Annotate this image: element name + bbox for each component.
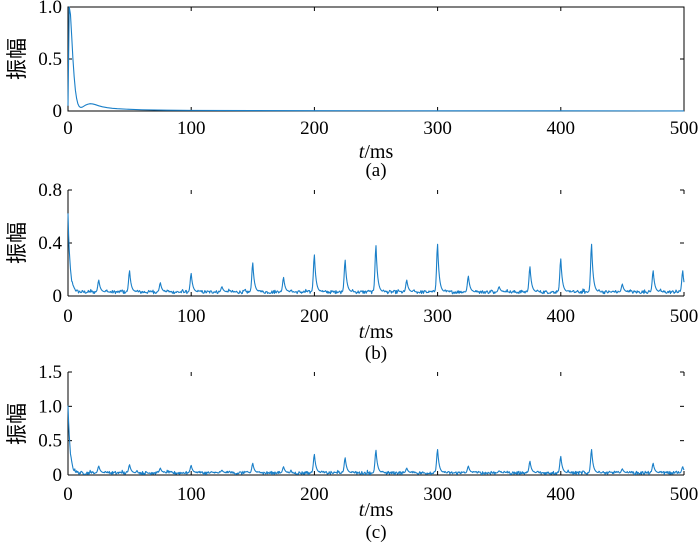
series-line-a	[67, 6, 685, 112]
x-tick-label-a: 300	[423, 118, 452, 139]
x-axis-label-b: t/ms	[359, 321, 394, 343]
series-line-c	[67, 405, 685, 476]
x-tick-label-c: 0	[63, 484, 73, 505]
x-tick-label-a: 400	[547, 118, 576, 139]
chart-panel-c: 0 100 200 300 400 500 0 0.5 1.0 1.5 振幅 t/ms (c)	[5, 362, 698, 543]
x-tick-label-b: 300	[423, 306, 452, 327]
y-tick-label-b: 0	[53, 286, 63, 307]
y-tick-label-c: 0	[53, 465, 63, 486]
x-tick-label-c: 200	[300, 484, 329, 505]
y-axis-label-b: 振幅	[5, 222, 29, 264]
chart-panel-b: 0 100 200 300 400 500 0 0.4 0.8 振幅 t/ms (b)	[5, 180, 698, 364]
y-tick-label-a: 0	[53, 101, 63, 122]
chart-panel-a: 0 100 200 300 400 500 0 0.5 1.0 振幅 t/ms (a)	[5, 0, 698, 181]
x-axis-label-a: t/ms	[359, 141, 394, 163]
x-tick-label-b: 0	[63, 306, 73, 327]
x-tick-label-b: 400	[547, 306, 576, 327]
series-line-b	[67, 213, 685, 295]
y-tick-label-c: 0.5	[38, 431, 62, 452]
tick-marks-b	[67, 189, 685, 297]
y-tick-labels-b: 0 0.4 0.8	[38, 180, 62, 307]
panel-label-c: (c)	[365, 522, 386, 543]
panel-label-a: (a)	[365, 160, 386, 181]
x-tick-label-a: 500	[670, 118, 699, 139]
x-tick-label-c: 300	[423, 484, 452, 505]
x-axis-label-c: t/ms	[359, 499, 394, 521]
tick-marks-a	[67, 6, 685, 112]
y-tick-label-c: 1.0	[38, 396, 62, 417]
tick-marks-c	[67, 371, 685, 476]
panel-label-b: (b)	[365, 343, 387, 364]
x-tick-label-b: 100	[177, 306, 206, 327]
x-tick-label-b: 500	[670, 306, 699, 327]
y-tick-label-b: 0.4	[38, 233, 62, 254]
y-axis-label-c: 振幅	[5, 403, 29, 445]
y-tick-label-a: 0.5	[38, 49, 62, 70]
y-tick-labels-a: 0 0.5 1.0	[38, 0, 62, 122]
x-tick-labels-c: 0 100 200 300 400 500	[63, 484, 698, 505]
x-tick-label-b: 200	[300, 306, 329, 327]
x-tick-labels-b: 0 100 200 300 400 500	[63, 306, 698, 327]
y-tick-label-a: 1.0	[38, 0, 62, 18]
y-axis-label-a: 振幅	[5, 38, 29, 80]
x-tick-label-c: 500	[670, 484, 699, 505]
x-tick-label-a: 0	[63, 118, 73, 139]
x-tick-label-c: 400	[547, 484, 576, 505]
y-tick-label-b: 0.8	[38, 180, 62, 201]
y-tick-label-c: 1.5	[38, 362, 62, 383]
x-tick-label-a: 100	[177, 118, 206, 139]
y-tick-labels-c: 0 0.5 1.0 1.5	[38, 362, 62, 486]
plot-box-a	[67, 6, 685, 112]
x-tick-label-c: 100	[177, 484, 206, 505]
x-tick-labels-a: 0 100 200 300 400 500	[63, 118, 698, 139]
x-tick-label-a: 200	[300, 118, 329, 139]
